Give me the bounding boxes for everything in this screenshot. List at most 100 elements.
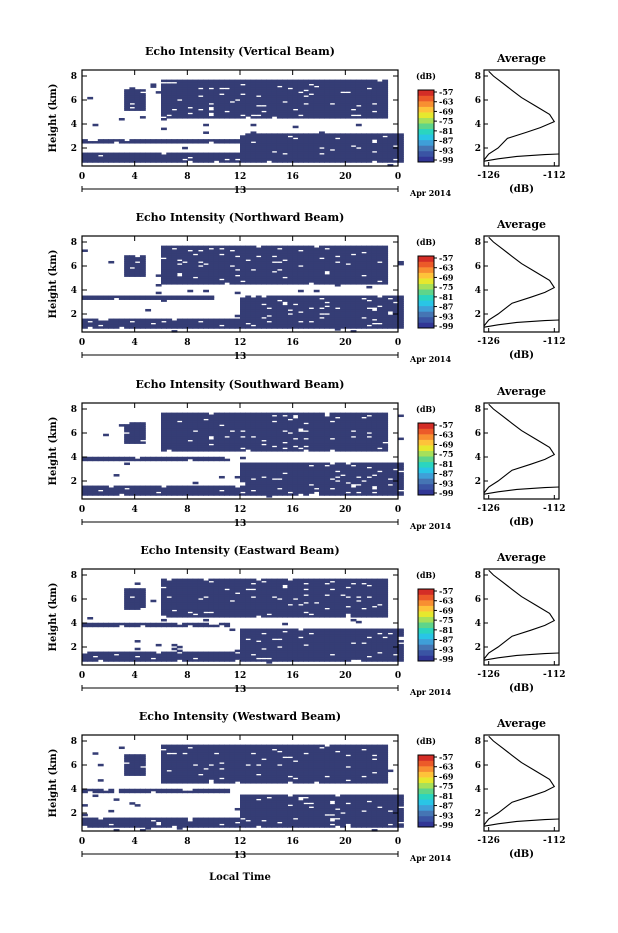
heatmap-cell (303, 91, 309, 94)
heatmap-cell (345, 413, 351, 416)
heatmap-cell (345, 133, 351, 136)
colorbar-segment (418, 300, 434, 306)
heatmap-cell (145, 139, 151, 142)
heatmap-cell (219, 476, 225, 479)
heatmap-cell (282, 154, 288, 157)
heatmap-cell (261, 305, 267, 308)
avg-y-tick-label: 2 (475, 310, 481, 320)
heatmap-cell (377, 282, 383, 285)
heatmap-cell (224, 459, 230, 462)
heatmap-cell (335, 133, 341, 136)
heatmap-cell (203, 124, 209, 127)
heatmap-cell (293, 80, 299, 83)
heatmap-cell (251, 491, 257, 494)
heatmap-cell (229, 267, 235, 270)
heatmap-cell (208, 296, 214, 299)
heatmap-cell (235, 80, 241, 83)
heatmap-cell (135, 89, 141, 92)
heatmap-cell (93, 124, 99, 127)
heatmap-cell (219, 249, 225, 252)
average-title: Average (496, 385, 546, 398)
heatmap-cell (245, 463, 251, 466)
heatmap-cell (240, 282, 246, 285)
average-title: Average (496, 52, 546, 65)
heatmap-cell (219, 457, 225, 460)
heatmap-cell (398, 463, 404, 466)
x-tick-label: 0 (79, 172, 85, 182)
heatmap-cell (182, 486, 188, 489)
heatmap-cell (303, 432, 309, 435)
heatmap-cell (298, 432, 304, 435)
heatmap-cell (172, 110, 178, 113)
heatmap-cell (219, 426, 225, 429)
heatmap-cell (251, 143, 257, 146)
heatmap-cell (345, 93, 351, 96)
heatmap-cell (219, 326, 225, 329)
panel-title: Echo Intensity (Eastward Beam) (140, 544, 339, 557)
heatmap-cell (224, 89, 230, 92)
avg-y-tick-label: 6 (475, 96, 481, 106)
heatmap-cell (382, 80, 388, 83)
heatmap-cell (193, 139, 199, 142)
heatmap-cell (198, 413, 204, 416)
heatmap-cell (298, 449, 304, 452)
heatmap-cell (282, 449, 288, 452)
heatmap-cell (193, 255, 199, 258)
heatmap-cell (266, 246, 272, 249)
heatmap-cell (272, 296, 278, 299)
heatmap-cell (82, 139, 88, 142)
heatmap-cell (251, 480, 257, 483)
heatmap-cell (87, 319, 93, 322)
heatmap-cell (161, 154, 167, 157)
heatmap-cell (361, 482, 367, 485)
heatmap-cell (372, 489, 378, 492)
heatmap-cell (356, 149, 362, 152)
heatmap-cell (82, 153, 88, 156)
heatmap-cell (398, 472, 404, 475)
heatmap-cell (282, 296, 288, 299)
heatmap-cell (356, 413, 362, 416)
heatmap-cell (161, 413, 167, 416)
colorbar-segment (418, 478, 434, 484)
heatmap-cell (324, 315, 330, 318)
heatmap-cell (108, 319, 114, 322)
heatmap-cell (129, 457, 135, 460)
heatmap-cell (377, 133, 383, 136)
heatmap-cell (219, 319, 225, 322)
heatmap-cell (103, 153, 109, 156)
heatmap-cell (282, 432, 288, 435)
heatmap-cell (335, 418, 341, 421)
heatmap-cell (93, 652, 99, 655)
heatmap-cell (208, 246, 214, 249)
avg-y-tick-label: 4 (475, 286, 481, 296)
heatmap-cell (303, 439, 309, 442)
heatmap-cell (345, 493, 351, 496)
heatmap-cell (187, 153, 193, 156)
colorbar-tick-label: -87 (439, 469, 453, 479)
heatmap-cell (330, 105, 336, 108)
avg-y-tick-label: 6 (475, 262, 481, 272)
heatmap-cell (366, 80, 372, 83)
heatmap-cell (156, 493, 162, 496)
heatmap-cell (287, 246, 293, 249)
heatmap-cell (251, 246, 257, 249)
heatmap-cell (182, 319, 188, 322)
heatmap-cell (340, 296, 346, 299)
heatmap-cell (129, 486, 135, 489)
heatmap-cell (124, 652, 130, 655)
heatmap-cell (229, 486, 235, 489)
heatmap-cell (356, 80, 362, 83)
heatmap-cell (308, 133, 314, 136)
colorbar-segment (418, 134, 434, 140)
heatmap-cell (235, 246, 241, 249)
heatmap-cell (108, 623, 114, 626)
heatmap-cell (145, 652, 151, 655)
avg-y-tick-label: 4 (475, 120, 481, 130)
colorbar-segment (418, 101, 434, 107)
heatmap-cell (261, 441, 267, 444)
heatmap-cell (251, 463, 257, 466)
heatmap-cell (251, 297, 257, 300)
y-tick-label: 2 (71, 144, 77, 154)
heatmap-cell (382, 463, 388, 466)
heatmap-cell (277, 413, 283, 416)
